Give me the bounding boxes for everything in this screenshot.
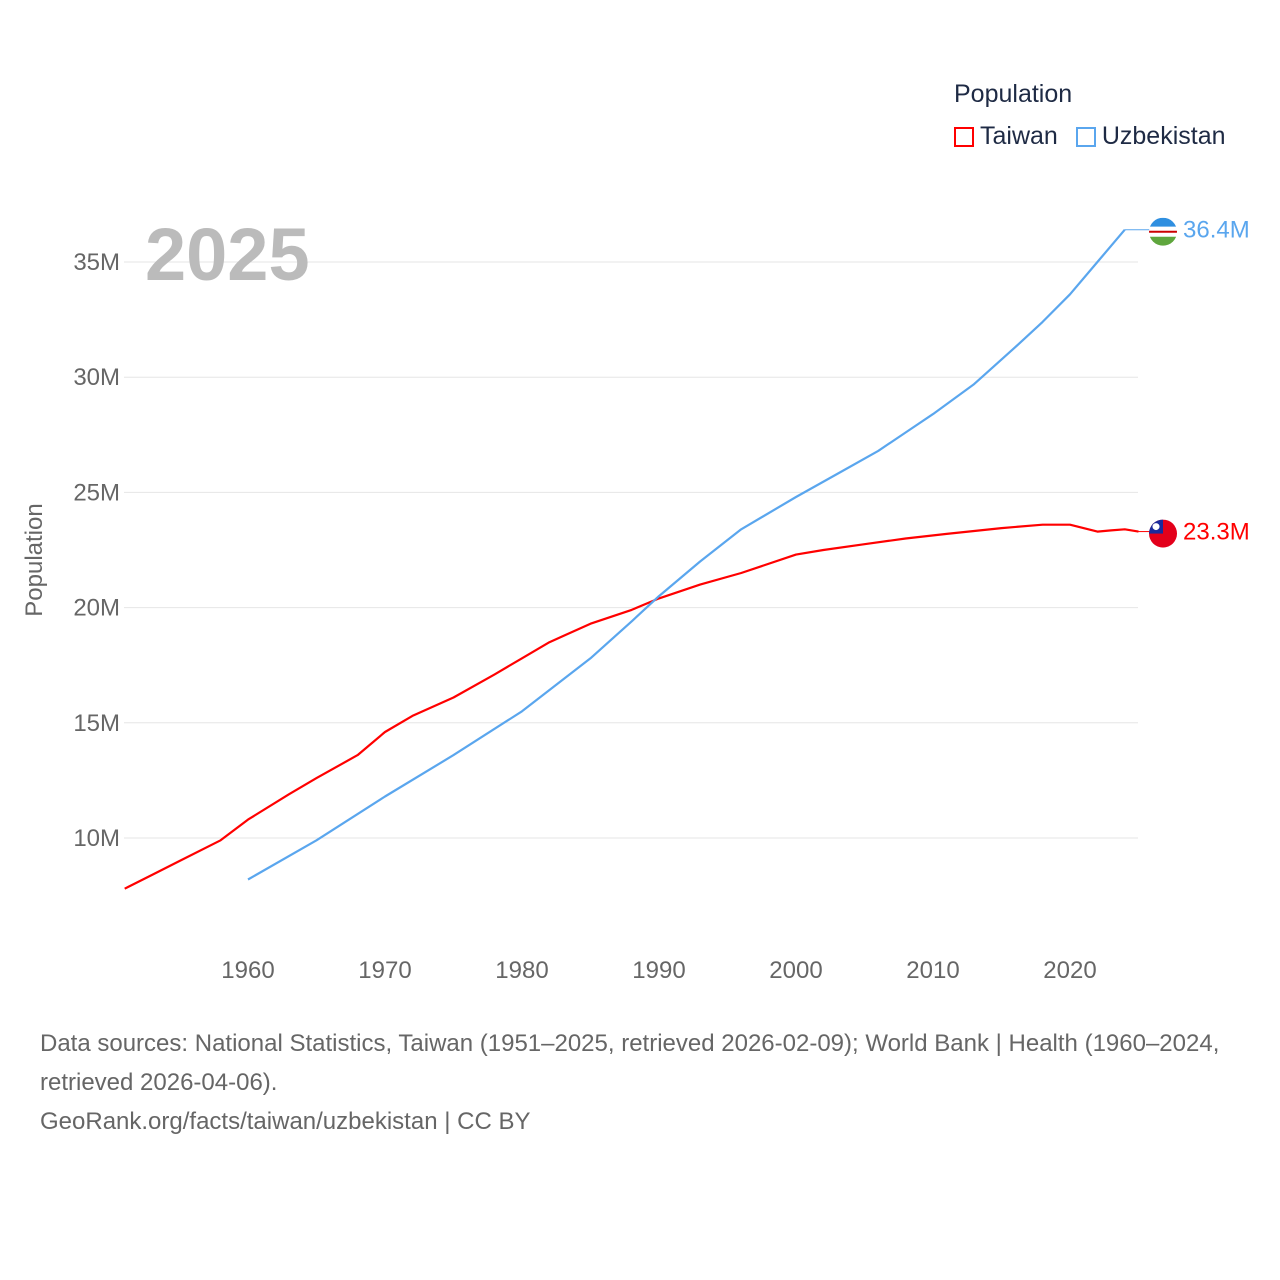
line-chart: 10M 15M 20M 25M 30M 35M 1960 1970 1980 1990 2000 2… [21,213,1250,984]
legend-label-taiwan: Taiwan [980,122,1058,150]
y-axis: 10M 15M 20M 25M 30M 35M [73,249,120,852]
data-sources: Data sources: National Statistics, Taiwa… [40,1030,1220,1096]
legend-swatch-uzbekistan [1075,126,1096,147]
x-tick-label: 2000 [769,957,822,984]
y-tick-label: 25M [73,479,120,506]
grid [124,261,1138,839]
y-tick-label: 20M [73,595,120,622]
x-tick-label: 1980 [495,957,548,984]
year-label: 2025 [145,213,310,296]
end-label-uzbekistan: 36.4M [1183,217,1250,244]
y-tick-label: 15M [73,710,120,737]
taiwan-flag-icon [1149,519,1177,548]
x-tick-label: 1970 [358,957,411,984]
series-line-uzbekistan [247,228,1126,881]
x-tick-label: 1960 [221,957,274,984]
footer: Data sources: National Statistics, Taiwa… [40,1024,1250,1141]
legend: Taiwan Uzbekistan [954,122,1226,151]
legend-item-uzbekistan[interactable]: Uzbekistan [1075,122,1226,151]
y-tick-label: 10M [73,825,120,852]
series-lines: 23.3M 36.4M [124,217,1250,890]
y-tick-label: 30M [73,364,120,391]
legend-item-taiwan[interactable]: Taiwan [954,122,1058,151]
end-label-taiwan: 23.3M [1183,519,1250,546]
uzbekistan-flag-icon [1149,217,1177,246]
y-tick-label: 35M [73,249,120,276]
legend-title: Population [954,80,1073,108]
series-line-taiwan [124,523,1139,890]
x-tick-label: 2020 [1043,957,1096,984]
x-tick-label: 1990 [632,957,685,984]
attribution-link[interactable]: GeoRank.org/facts/taiwan/uzbekistan | CC… [40,1108,531,1135]
x-axis: 1960 1970 1980 1990 2000 2010 2020 [221,957,1096,984]
legend-swatch-taiwan [954,126,974,147]
y-axis-title: Population [21,503,48,616]
x-tick-label: 2010 [906,957,959,984]
legend-label-uzbekistan: Uzbekistan [1101,122,1226,150]
